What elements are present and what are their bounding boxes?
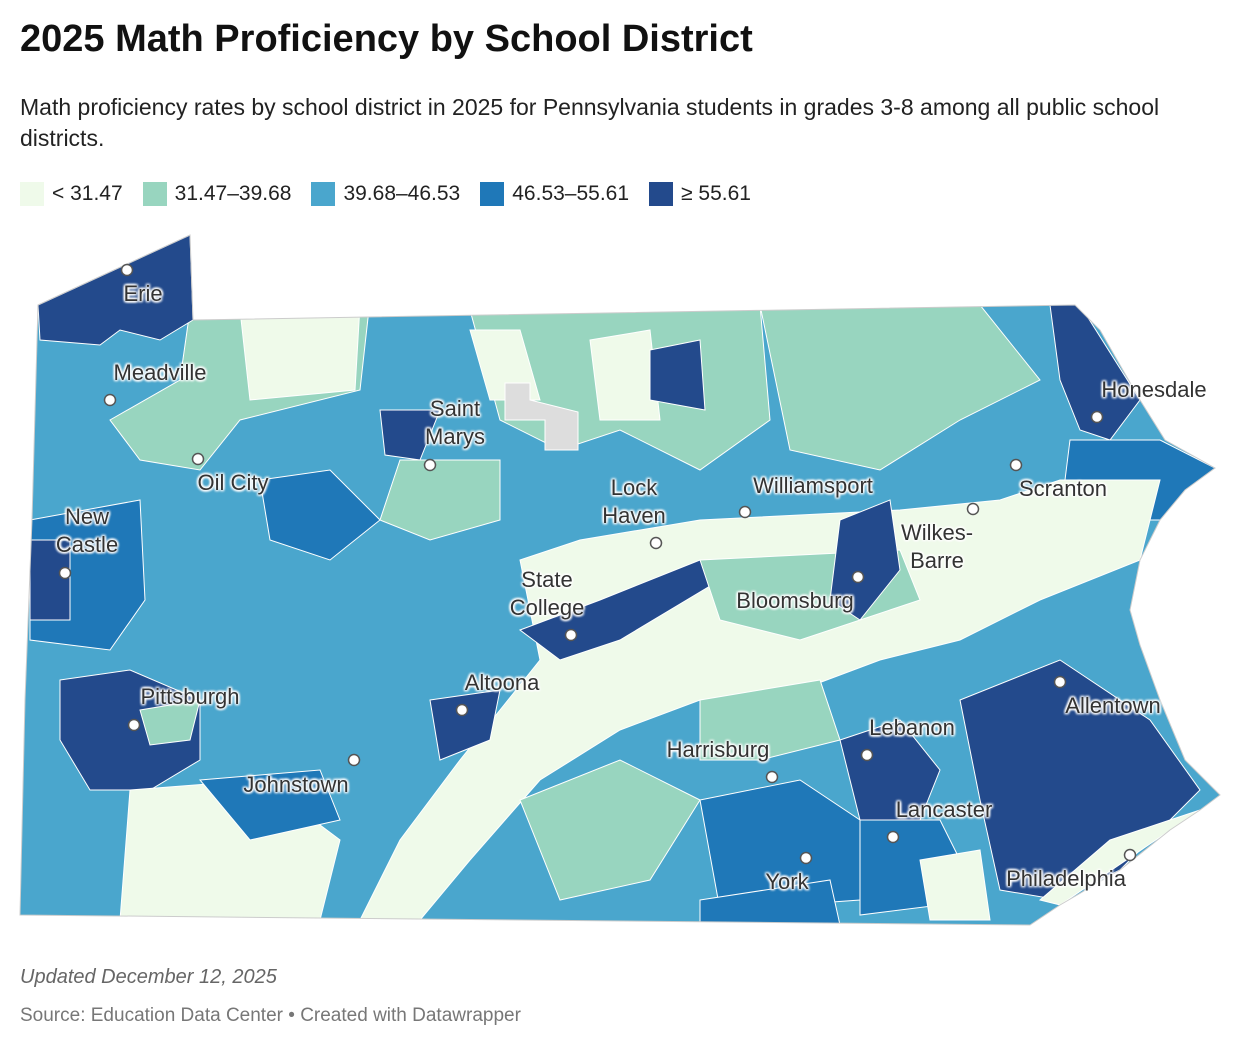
- city-label: Meadville: [113, 360, 207, 385]
- city-label: Wilkes-Barre: [900, 520, 974, 573]
- legend-label: ≥ 55.61: [681, 182, 751, 205]
- city-label: Lancaster: [895, 797, 993, 822]
- city-label: Williamsport: [753, 473, 873, 498]
- city-marker: [738, 505, 752, 519]
- city-markers: [58, 263, 1137, 865]
- legend-swatch: [649, 182, 674, 206]
- city-label: Oil City: [197, 470, 269, 495]
- legend-item: ≥ 55.61: [649, 182, 751, 206]
- legend-swatch: [480, 182, 505, 206]
- city-marker: [455, 703, 469, 717]
- legend: < 31.47 31.47–39.68 39.68–46.53 46.53–55.61…: [20, 182, 751, 206]
- city-label: York: [765, 869, 809, 894]
- city-marker: [103, 393, 117, 407]
- legend-swatch: [311, 182, 336, 206]
- city-marker: [649, 536, 663, 550]
- city-marker: [860, 748, 874, 762]
- city-marker: [799, 851, 813, 865]
- city-marker: [1123, 848, 1137, 862]
- legend-item: 39.68–46.53: [311, 182, 460, 206]
- title: 2025 Math Proficiency by School District: [20, 18, 753, 60]
- city-marker: [127, 718, 141, 732]
- city-label: Scranton: [1018, 476, 1108, 501]
- city-marker: [191, 452, 205, 466]
- city-marker: [347, 753, 361, 767]
- city-label: Pittsburgh: [140, 684, 240, 709]
- city-marker: [886, 830, 900, 844]
- legend-item: 46.53–55.61: [480, 182, 629, 206]
- city-label: Altoona: [464, 670, 540, 695]
- city-label: Bloomsburg: [736, 588, 854, 613]
- city-label: State College: [509, 567, 585, 620]
- city-label: Lebanon: [869, 715, 955, 740]
- city-marker: [1009, 458, 1023, 472]
- city-label: Honesdale: [1101, 377, 1207, 402]
- updated-note: Updated December 12, 2025: [20, 966, 277, 988]
- legend-label: 31.47–39.68: [174, 182, 292, 205]
- legend-label: < 31.47: [52, 182, 123, 205]
- legend-swatch: [20, 182, 44, 206]
- legend-label: 39.68–46.53: [343, 182, 461, 205]
- city-label: Allentown: [1065, 693, 1161, 718]
- legend-label: 46.53–55.61: [512, 182, 630, 205]
- city-marker: [58, 566, 72, 580]
- city-label: Harrisburg: [666, 737, 770, 762]
- city-label: Johnstown: [243, 772, 349, 797]
- legend-item: 31.47–39.68: [142, 182, 292, 206]
- city-marker: [966, 502, 980, 516]
- city-marker: [765, 770, 779, 784]
- city-marker: [851, 570, 865, 584]
- state-outline: [19, 234, 1221, 926]
- subtitle: Math proficiency rates by school distric…: [20, 94, 1160, 151]
- legend-swatch: [142, 182, 167, 206]
- city-marker: [120, 263, 134, 277]
- city-label: Erie: [123, 281, 163, 306]
- city-label: Saint Marys: [425, 396, 485, 449]
- districts: [20, 235, 1220, 925]
- city-label: Philadelphia: [1006, 866, 1126, 891]
- legend-item: < 31.47: [20, 182, 123, 206]
- city-marker: [1053, 675, 1067, 689]
- city-marker: [1090, 410, 1104, 424]
- city-marker: [564, 628, 578, 642]
- city-marker: [423, 458, 437, 472]
- city-label: New Castle: [55, 504, 119, 557]
- city-label: Lock Haven: [602, 475, 666, 528]
- source-note: Source: Education Data Center • Created …: [20, 1005, 521, 1026]
